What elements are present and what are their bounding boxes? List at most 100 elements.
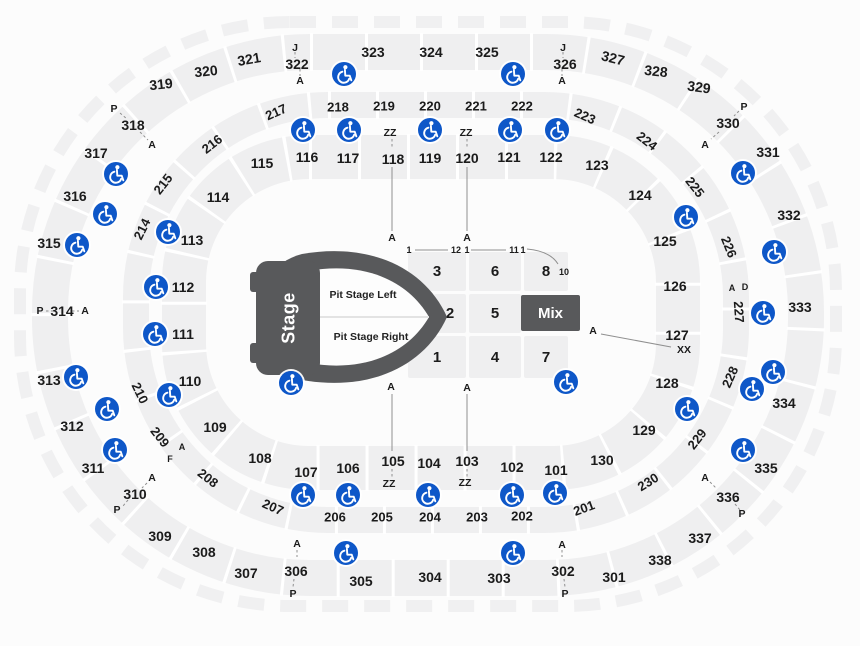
wheelchair-icon[interactable] xyxy=(675,397,699,421)
section-209[interactable]: 209 xyxy=(147,423,173,451)
section-106[interactable]: 106 xyxy=(336,460,360,476)
section-318[interactable]: 318 xyxy=(121,117,145,133)
section-113[interactable]: 113 xyxy=(180,232,204,248)
wheelchair-icon[interactable] xyxy=(143,322,167,346)
section-119[interactable]: 119 xyxy=(418,150,442,166)
section-107[interactable]: 107 xyxy=(294,464,318,480)
section-334[interactable]: 334 xyxy=(772,395,796,411)
section-204[interactable]: 204 xyxy=(419,509,441,525)
floor-section-5[interactable]: 5 xyxy=(469,294,521,333)
wheelchair-icon[interactable] xyxy=(731,161,755,185)
section-217[interactable]: 217 xyxy=(263,100,289,124)
section-327[interactable]: 327 xyxy=(599,47,627,69)
wheelchair-icon[interactable] xyxy=(543,481,567,505)
wheelchair-icon[interactable] xyxy=(731,438,755,462)
section-214[interactable]: 214 xyxy=(130,215,154,243)
section-111[interactable]: 111 xyxy=(172,326,194,342)
section-203[interactable]: 203 xyxy=(466,509,488,525)
section-205[interactable]: 205 xyxy=(371,509,393,525)
section-202[interactable]: 202 xyxy=(511,508,533,524)
section-128[interactable]: 128 xyxy=(655,375,679,391)
section-333[interactable]: 333 xyxy=(788,299,812,315)
section-215[interactable]: 215 xyxy=(150,170,176,198)
section-228[interactable]: 228 xyxy=(718,364,742,390)
section-125[interactable]: 125 xyxy=(653,233,677,249)
section-229[interactable]: 229 xyxy=(684,425,710,453)
section-112[interactable]: 112 xyxy=(171,279,195,295)
section-127[interactable]: 127 xyxy=(665,327,689,343)
section-325[interactable]: 325 xyxy=(475,44,499,60)
wheelchair-icon[interactable] xyxy=(279,371,303,395)
pit-stage-left[interactable]: Pit Stage Left xyxy=(329,289,397,301)
section-302[interactable]: 302 xyxy=(551,563,575,579)
section-322[interactable]: 322 xyxy=(285,56,309,72)
section-317[interactable]: 317 xyxy=(84,145,108,161)
section-109[interactable]: 109 xyxy=(203,419,227,435)
section-315[interactable]: 315 xyxy=(37,235,61,251)
section-118[interactable]: 118 xyxy=(381,151,405,167)
wheelchair-icon[interactable] xyxy=(674,205,698,229)
section-328[interactable]: 328 xyxy=(643,61,669,81)
wheelchair-icon[interactable] xyxy=(416,483,440,507)
section-307[interactable]: 307 xyxy=(234,565,258,581)
section-335[interactable]: 335 xyxy=(754,460,778,476)
section-336[interactable]: 336 xyxy=(716,489,740,505)
section-117[interactable]: 117 xyxy=(336,150,360,166)
section-330[interactable]: 330 xyxy=(716,115,740,131)
wheelchair-icon[interactable] xyxy=(291,483,315,507)
section-308[interactable]: 308 xyxy=(192,544,216,560)
section-337[interactable]: 337 xyxy=(688,530,712,546)
section-221[interactable]: 221 xyxy=(465,98,487,114)
section-206[interactable]: 206 xyxy=(324,509,346,525)
section-124[interactable]: 124 xyxy=(628,187,652,203)
floor-section-2[interactable]: 2 xyxy=(434,294,466,333)
section-305[interactable]: 305 xyxy=(349,573,373,589)
wheelchair-icon[interactable] xyxy=(104,162,128,186)
section-108[interactable]: 108 xyxy=(248,450,272,466)
section-312[interactable]: 312 xyxy=(60,418,84,434)
section-329[interactable]: 329 xyxy=(686,77,712,97)
section-314[interactable]: 314 xyxy=(50,303,74,319)
section-227[interactable]: 227 xyxy=(730,300,748,324)
floor-section-7[interactable]: 7 xyxy=(524,336,568,378)
section-115[interactable]: 115 xyxy=(250,155,274,171)
section-116[interactable]: 116 xyxy=(295,149,319,165)
wheelchair-icon[interactable] xyxy=(103,438,127,462)
wheelchair-icon[interactable] xyxy=(95,397,119,421)
section-310[interactable]: 310 xyxy=(123,486,147,502)
wheelchair-icon[interactable] xyxy=(334,541,358,565)
pit-stage-right[interactable]: Pit Stage Right xyxy=(333,331,409,343)
section-104[interactable]: 104 xyxy=(417,455,441,471)
section-201[interactable]: 201 xyxy=(571,497,597,519)
section-207[interactable]: 207 xyxy=(260,495,286,519)
section-120[interactable]: 120 xyxy=(455,150,479,166)
section-331[interactable]: 331 xyxy=(756,144,780,160)
section-225[interactable]: 225 xyxy=(682,173,708,201)
wheelchair-icon[interactable] xyxy=(156,220,180,244)
section-324[interactable]: 324 xyxy=(419,44,443,60)
wheelchair-icon[interactable] xyxy=(65,233,89,257)
section-319[interactable]: 319 xyxy=(148,74,174,94)
section-301[interactable]: 301 xyxy=(602,569,626,585)
section-208[interactable]: 208 xyxy=(194,465,222,491)
wheelchair-icon[interactable] xyxy=(751,301,775,325)
wheelchair-icon[interactable] xyxy=(64,365,88,389)
wheelchair-icon[interactable] xyxy=(157,383,181,407)
section-304[interactable]: 304 xyxy=(418,569,442,585)
section-326[interactable]: 326 xyxy=(553,56,577,72)
wheelchair-icon[interactable] xyxy=(498,118,522,142)
wheelchair-icon[interactable] xyxy=(332,62,356,86)
wheelchair-icon[interactable] xyxy=(762,240,786,264)
section-105[interactable]: 105 xyxy=(381,453,405,469)
wheelchair-icon[interactable] xyxy=(336,483,360,507)
wheelchair-icon[interactable] xyxy=(554,370,578,394)
section-220[interactable]: 220 xyxy=(419,98,441,114)
section-101[interactable]: 101 xyxy=(544,462,568,478)
section-332[interactable]: 332 xyxy=(777,207,801,223)
section-226[interactable]: 226 xyxy=(717,234,741,260)
section-103[interactable]: 103 xyxy=(455,453,479,469)
section-309[interactable]: 309 xyxy=(148,528,172,544)
section-130[interactable]: 130 xyxy=(590,452,614,468)
wheelchair-icon[interactable] xyxy=(761,360,785,384)
wheelchair-icon[interactable] xyxy=(418,118,442,142)
